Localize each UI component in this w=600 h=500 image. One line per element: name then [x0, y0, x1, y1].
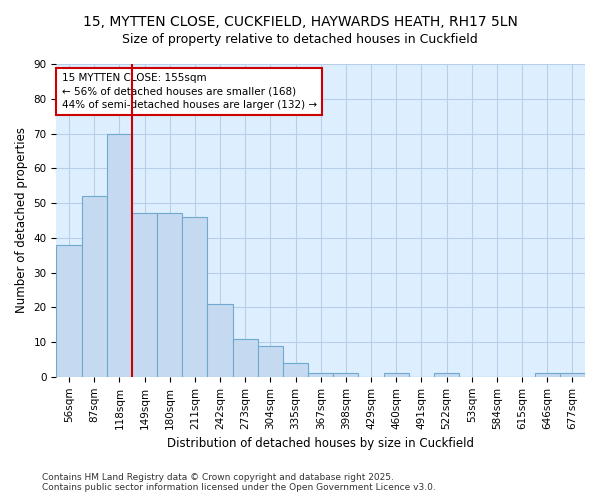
Y-axis label: Number of detached properties: Number of detached properties: [15, 128, 28, 314]
Bar: [132, 214, 157, 377]
Bar: [56, 244, 82, 377]
Bar: [157, 214, 182, 377]
Bar: [182, 217, 208, 377]
Bar: [434, 374, 459, 377]
Text: 15 MYTTEN CLOSE: 155sqm
← 56% of detached houses are smaller (168)
44% of semi-d: 15 MYTTEN CLOSE: 155sqm ← 56% of detache…: [62, 74, 317, 110]
Bar: [208, 304, 233, 377]
Bar: [560, 374, 585, 377]
Bar: [258, 346, 283, 377]
Bar: [383, 374, 409, 377]
Text: Contains HM Land Registry data © Crown copyright and database right 2025.
Contai: Contains HM Land Registry data © Crown c…: [42, 473, 436, 492]
Bar: [82, 196, 107, 377]
Bar: [535, 374, 560, 377]
Bar: [107, 134, 132, 377]
Bar: [333, 374, 358, 377]
Text: 15, MYTTEN CLOSE, CUCKFIELD, HAYWARDS HEATH, RH17 5LN: 15, MYTTEN CLOSE, CUCKFIELD, HAYWARDS HE…: [83, 15, 517, 29]
Bar: [308, 374, 333, 377]
Bar: [283, 363, 308, 377]
Text: Size of property relative to detached houses in Cuckfield: Size of property relative to detached ho…: [122, 32, 478, 46]
Bar: [233, 338, 258, 377]
X-axis label: Distribution of detached houses by size in Cuckfield: Distribution of detached houses by size …: [167, 437, 474, 450]
